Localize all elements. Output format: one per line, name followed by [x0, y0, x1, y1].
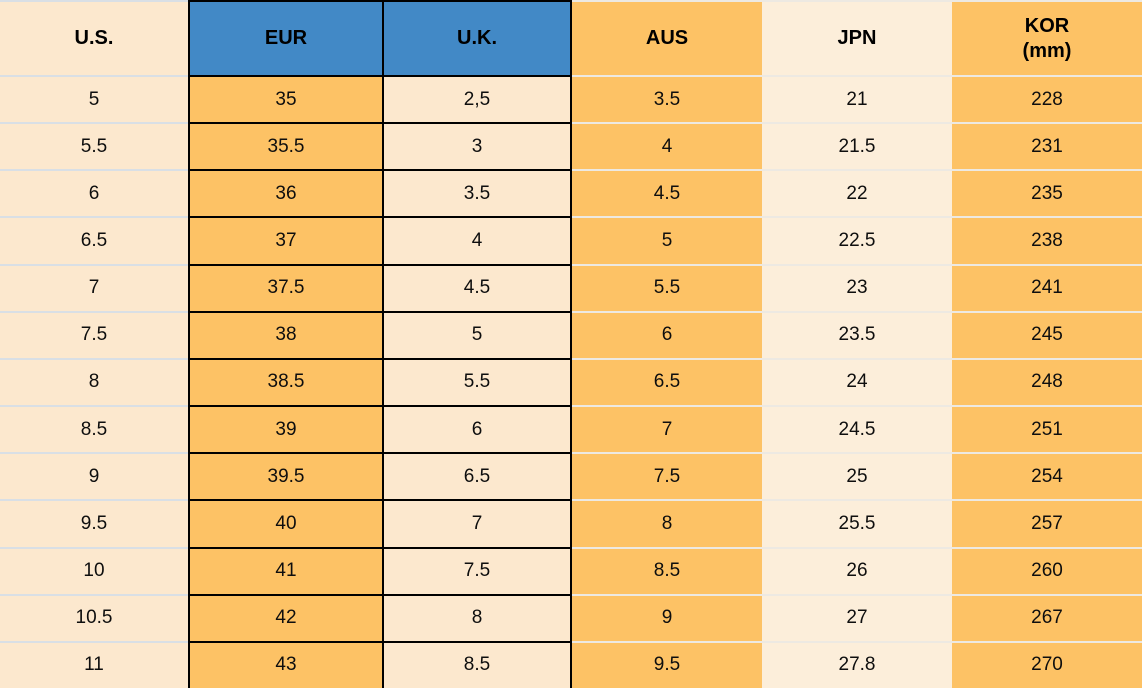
cell-eur: 35.5 — [188, 122, 382, 170]
cell-uk: 7 — [382, 499, 572, 547]
cell-kor: 228 — [952, 75, 1142, 123]
cell-uk: 8 — [382, 593, 572, 641]
cell-uk: 4.5 — [382, 263, 572, 311]
cell-us: 7 — [0, 263, 188, 311]
cell-us: 10.5 — [0, 593, 188, 641]
cell-aus: 7.5 — [572, 452, 762, 500]
cell-jpn: 25.5 — [762, 499, 952, 547]
cell-jpn: 26 — [762, 546, 952, 594]
header-aus: AUS — [572, 0, 762, 75]
cell-aus: 8.5 — [572, 546, 762, 594]
cell-us: 8.5 — [0, 405, 188, 453]
cell-kor: 231 — [952, 122, 1142, 170]
cell-uk: 4 — [382, 216, 572, 264]
header-uk-label: U.K. — [457, 27, 497, 49]
cell-eur: 37.5 — [188, 263, 382, 311]
cell-us: 8 — [0, 357, 188, 406]
cell-eur: 39.5 — [188, 452, 382, 500]
cell-aus: 3.5 — [572, 75, 762, 123]
header-jpn-label: JPN — [837, 27, 877, 49]
cell-uk: 5 — [382, 310, 572, 358]
cell-jpn: 27.8 — [762, 640, 952, 688]
cell-kor: 254 — [952, 452, 1142, 500]
header-us-label: U.S. — [74, 27, 114, 49]
cell-us: 10 — [0, 546, 188, 594]
header-kor-unit: (mm) — [1022, 39, 1072, 62]
cell-us: 7.5 — [0, 310, 188, 358]
cell-eur: 39 — [188, 405, 382, 453]
cell-eur: 38 — [188, 310, 382, 358]
cell-aus: 5.5 — [572, 263, 762, 311]
cell-aus: 7 — [572, 405, 762, 453]
cell-jpn: 27 — [762, 593, 952, 641]
cell-jpn: 23 — [762, 263, 952, 311]
cell-aus: 6 — [572, 310, 762, 358]
header-uk: U.K. — [382, 0, 572, 75]
cell-aus: 4 — [572, 122, 762, 170]
cell-aus: 6.5 — [572, 357, 762, 406]
cell-kor: 235 — [952, 169, 1142, 217]
cell-kor: 245 — [952, 310, 1142, 358]
cell-us: 5.5 — [0, 122, 188, 170]
header-jpn: JPN — [762, 0, 952, 75]
cell-kor: 257 — [952, 499, 1142, 547]
cell-uk: 6.5 — [382, 452, 572, 500]
cell-aus: 9.5 — [572, 640, 762, 688]
cell-us: 9.5 — [0, 499, 188, 547]
cell-kor: 270 — [952, 640, 1142, 688]
cell-eur: 35 — [188, 75, 382, 123]
cell-uk: 5.5 — [382, 357, 572, 406]
cell-eur: 38.5 — [188, 357, 382, 406]
cell-aus: 8 — [572, 499, 762, 547]
cell-eur: 37 — [188, 216, 382, 264]
cell-eur: 40 — [188, 499, 382, 547]
cell-eur: 36 — [188, 169, 382, 217]
header-eur: EUR — [188, 0, 382, 75]
cell-jpn: 21 — [762, 75, 952, 123]
cell-jpn: 24 — [762, 357, 952, 406]
header-aus-label: AUS — [645, 27, 689, 49]
cell-eur: 41 — [188, 546, 382, 594]
cell-uk: 8.5 — [382, 640, 572, 688]
cell-kor: 260 — [952, 546, 1142, 594]
cell-us: 6 — [0, 169, 188, 217]
cell-uk: 3 — [382, 122, 572, 170]
cell-jpn: 22.5 — [762, 216, 952, 264]
cell-aus: 4.5 — [572, 169, 762, 217]
cell-eur: 42 — [188, 593, 382, 641]
cell-kor: 238 — [952, 216, 1142, 264]
cell-us: 6.5 — [0, 216, 188, 264]
cell-jpn: 22 — [762, 169, 952, 217]
cell-kor: 241 — [952, 263, 1142, 311]
cell-kor: 267 — [952, 593, 1142, 641]
header-eur-label: EUR — [264, 27, 308, 49]
cell-uk: 6 — [382, 405, 572, 453]
cell-kor: 251 — [952, 405, 1142, 453]
cell-jpn: 23.5 — [762, 310, 952, 358]
cell-kor: 248 — [952, 357, 1142, 406]
header-kor-label: KOR (mm) — [1023, 14, 1072, 64]
cell-us: 5 — [0, 75, 188, 123]
cell-jpn: 21.5 — [762, 122, 952, 170]
cell-aus: 5 — [572, 216, 762, 264]
cell-aus: 9 — [572, 593, 762, 641]
cell-uk: 2,5 — [382, 75, 572, 123]
cell-uk: 7.5 — [382, 546, 572, 594]
cell-us: 11 — [0, 640, 188, 688]
cell-uk: 3.5 — [382, 169, 572, 217]
cell-jpn: 25 — [762, 452, 952, 500]
header-us: U.S. — [0, 0, 188, 75]
header-kor-line1: KOR — [1024, 14, 1070, 37]
cell-us: 9 — [0, 452, 188, 500]
cell-eur: 43 — [188, 640, 382, 688]
header-kor: KOR (mm) — [952, 0, 1142, 75]
cell-jpn: 24.5 — [762, 405, 952, 453]
